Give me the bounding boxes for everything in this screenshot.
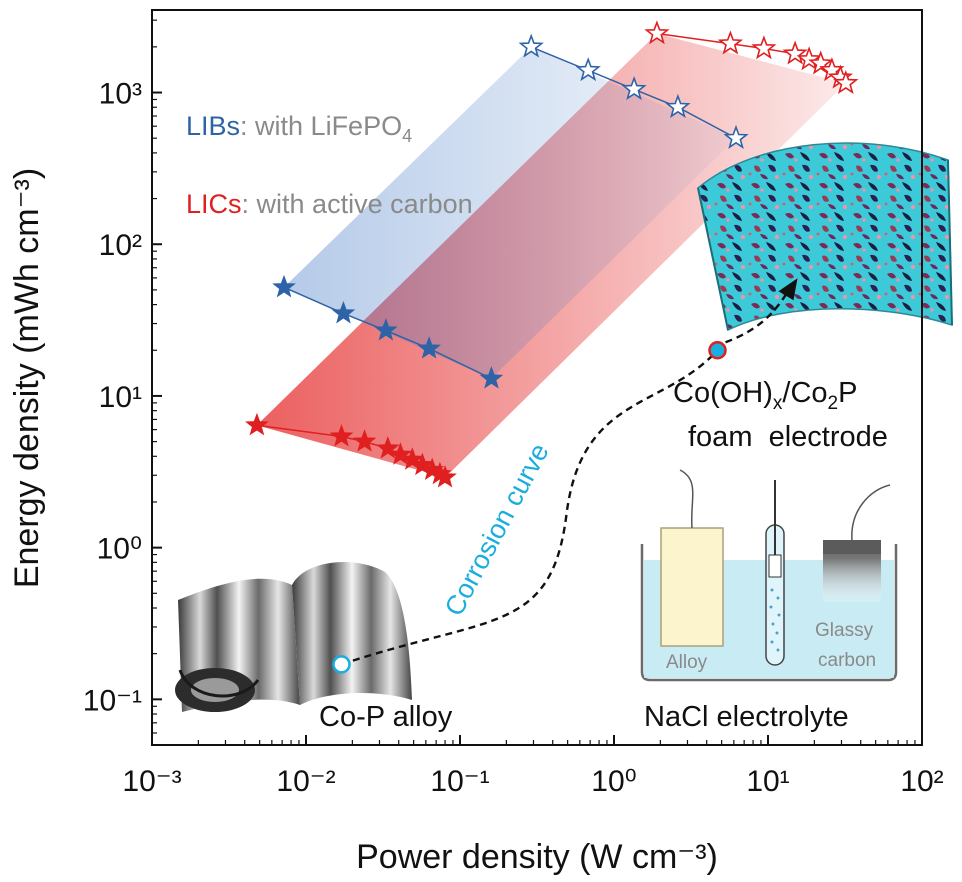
lics-high-point-2 — [751, 35, 777, 60]
x-axis-title: Power density (W cm⁻³) — [356, 838, 718, 876]
y-tick-label-2: 10¹ — [99, 381, 142, 414]
curve-start-marker — [332, 655, 351, 674]
y-axis-title: Energy density (mWh cm⁻³) — [8, 168, 46, 588]
foam-electrode-image — [697, 142, 953, 332]
libs-low-point-1 — [331, 300, 356, 324]
x-tick-label-3: 10⁰ — [591, 765, 636, 798]
electrode-label-sub2: 2 — [828, 393, 839, 414]
lics-high-point-8 — [833, 69, 859, 95]
y-tick-label-4: 10³ — [99, 78, 142, 111]
lics-high-point-1 — [717, 30, 744, 55]
legend-libs-label: LIBs — [186, 111, 240, 141]
libs-low-point-0 — [272, 274, 296, 298]
libs-high-point-1 — [575, 57, 601, 82]
lics-low-point-6 — [410, 452, 435, 476]
legend-lics-label: LICs — [186, 189, 242, 219]
electrode-label-pre: Co(OH) — [673, 377, 773, 409]
inset-glassy-label: Glassy — [815, 620, 874, 641]
electrode-label-mid: /Co — [782, 377, 827, 409]
libs-high-point-3 — [665, 93, 691, 118]
alloy-electrode — [660, 527, 724, 647]
legend-entry-lics: LICs: with active carbon — [186, 189, 473, 219]
lics-low-point-4 — [388, 442, 413, 465]
series-markers — [245, 20, 859, 488]
electrode-label-line2: foam electrode — [688, 421, 888, 453]
plot-frame — [151, 9, 923, 746]
axis-ticks: 10⁻³ 10⁻² 10⁻¹ 10⁰ 10¹ 10² 10⁻¹ 10⁰ 10¹ 10² 10³ — [83, 19, 944, 798]
lics-low-point-1 — [329, 424, 354, 447]
legend-libs-text: : with LiFePO — [240, 111, 402, 141]
y-tick-label-0: 10⁻¹ — [83, 684, 142, 717]
shaded-bands — [256, 33, 846, 478]
legend-libs-sub: 4 — [402, 126, 412, 146]
lics-low-point-5 — [400, 447, 425, 470]
lics-high-point-3 — [782, 40, 808, 65]
corrosion-curve — [332, 278, 798, 674]
libs-low-point-4 — [479, 366, 504, 389]
legend-lics-text: : with active carbon — [242, 189, 473, 219]
legend: LIBs: with LiFePO4 LICs: with active car… — [186, 111, 473, 219]
nacl-electrolyte-label: NaCl electrolyte — [644, 701, 849, 733]
corrosion-curve-tail — [725, 291, 789, 344]
legend-entry-libs: LIBs: with LiFePO4 — [186, 111, 412, 146]
libs-low-point-2 — [374, 318, 398, 341]
libs-low-point-3 — [417, 336, 441, 359]
lics-low-point-3 — [376, 436, 400, 459]
electrode-label-post: P — [838, 377, 857, 409]
lics-high-point-0 — [644, 20, 670, 45]
lics-high-point-5 — [808, 50, 834, 75]
corrosion-curve-arrowhead — [778, 278, 798, 301]
y-tick-label-1: 10⁰ — [97, 533, 142, 566]
x-tick-label-2: 10⁻¹ — [430, 765, 489, 798]
x-tick-label-5: 10² — [900, 765, 943, 798]
x-tick-label-4: 10¹ — [746, 765, 789, 798]
electrode-label-line1: Co(OH)x/Co2P — [673, 377, 857, 414]
electrode-label-sub1: x — [773, 393, 783, 414]
lics-low-point-0 — [245, 412, 269, 436]
y-tick-label-3: 10² — [99, 229, 142, 262]
inset-carbon-label: carbon — [818, 650, 876, 671]
x-tick-label-1: 10⁻² — [276, 765, 335, 798]
lics-high-point-4 — [796, 46, 822, 71]
curve-end-marker — [708, 341, 727, 360]
electrolytic-cell-inset: Alloy Glassy carbon — [640, 469, 898, 682]
lics-low-point-2 — [352, 429, 377, 452]
inset-alloy-label: Alloy — [666, 652, 708, 673]
libs-high-point-4 — [723, 124, 749, 149]
x-tick-label-0: 10⁻³ — [122, 765, 181, 798]
libs-high-point-0 — [518, 33, 544, 58]
libs-high-point-2 — [621, 75, 647, 101]
co-p-alloy-foil-image — [175, 562, 412, 712]
co-p-alloy-label: Co-P alloy — [319, 701, 453, 733]
band-libs — [284, 46, 736, 379]
lics-low-point-9 — [433, 465, 457, 488]
